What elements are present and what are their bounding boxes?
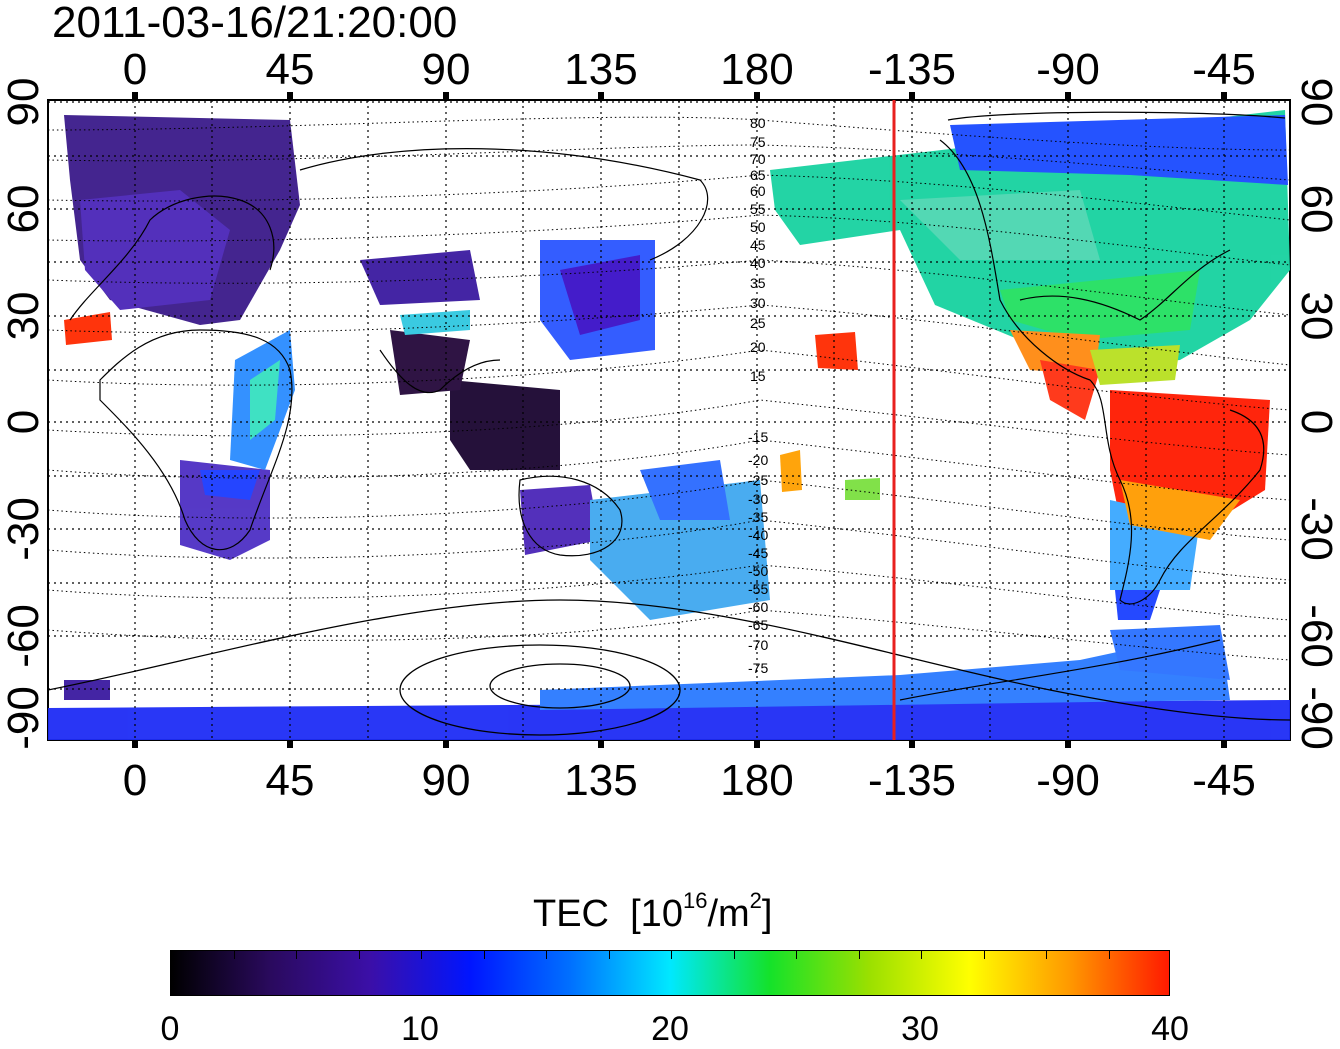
contour-label: 75 — [750, 134, 766, 150]
contour-label: 80 — [750, 115, 766, 131]
y-tick-right-2: 30 — [1292, 292, 1340, 341]
north-contour-labels: 80 75 70 65 60 55 50 45 40 35 30 25 20 1… — [750, 115, 766, 384]
colorbar-tick-0: 0 — [160, 1010, 180, 1048]
y-tick-left-1: 60 — [0, 185, 48, 234]
colorbar-tick-2: 20 — [651, 1010, 689, 1048]
colorbar-minor-tick — [983, 951, 985, 959]
contour-label: -40 — [748, 527, 768, 543]
colorbar-unit-exponent: 16 — [682, 888, 708, 913]
frame-ticks — [132, 92, 1227, 748]
x-axis-top-labels: 0 45 90 135 180 -135 -90 -45 — [123, 45, 1256, 94]
contour-label: 45 — [750, 237, 766, 253]
contour-label: 50 — [750, 219, 766, 235]
x-tick-top-4: 180 — [720, 45, 793, 94]
coastlines — [69, 139, 1265, 701]
y-tick-left-0: 90 — [0, 78, 48, 127]
colorbar-minor-tick — [796, 951, 797, 959]
map-timestamp-title: 2011-03-16/21:20:00 — [52, 0, 458, 47]
contour-label: -45 — [748, 545, 768, 561]
colorbar-minor-tick — [233, 951, 235, 959]
contour-label: 65 — [750, 167, 766, 183]
colorbar-title: TEC [1016/m2] — [533, 888, 772, 936]
x-tick-top-5: -135 — [868, 45, 956, 94]
colorbar-minor-tick — [296, 951, 297, 959]
x-tick-top-0: 0 — [123, 45, 147, 94]
contour-label: 25 — [750, 315, 766, 331]
x-tick-bottom-1: 45 — [266, 756, 315, 805]
contour-label: 60 — [750, 183, 766, 199]
graticule — [48, 100, 1290, 740]
colorbar-minor-tick — [608, 951, 610, 959]
contour-label: -25 — [748, 472, 768, 488]
x-tick-bottom-4: 180 — [720, 756, 793, 805]
contour-label: 30 — [750, 295, 766, 311]
y-tick-left-4: -30 — [0, 497, 48, 561]
contour-label: -55 — [748, 581, 768, 597]
colorbar-minor-tick — [921, 951, 922, 959]
x-tick-bottom-5: -135 — [868, 756, 956, 805]
contour-label: -65 — [748, 617, 768, 633]
y-tick-right-4: -30 — [1292, 497, 1340, 561]
colorbar-minor-tick — [421, 951, 422, 959]
y-tick-left-6: -90 — [0, 686, 48, 750]
x-tick-bottom-6: -90 — [1036, 756, 1100, 805]
x-tick-top-2: 90 — [422, 45, 471, 94]
colorbar-unit-mid: /m — [707, 893, 750, 935]
colorbar-minor-tick — [1046, 951, 1047, 959]
colorbar-unit-exponent2: 2 — [749, 888, 762, 913]
y-axis-right-labels: 90 60 30 0 -30 -60 -90 — [1292, 78, 1340, 750]
x-tick-bottom-7: -45 — [1192, 756, 1256, 805]
colorbar-tick-1: 10 — [401, 1010, 439, 1048]
contour-label: 15 — [750, 368, 766, 384]
contour-label: 35 — [750, 275, 766, 291]
y-tick-right-6: -90 — [1292, 686, 1340, 750]
colorbar-unit-base: [10 — [630, 893, 683, 935]
colorbar-label: TEC — [533, 893, 609, 935]
colorbar-tick-3: 30 — [901, 1010, 939, 1048]
tec-data-layer — [48, 110, 1290, 740]
y-tick-right-1: 60 — [1292, 185, 1340, 234]
contour-label: -70 — [748, 637, 768, 653]
y-axis-left-labels: 90 60 30 0 -30 -60 -90 — [0, 78, 48, 750]
colorbar — [170, 950, 1170, 996]
x-tick-top-7: -45 — [1192, 45, 1256, 94]
colorbar-minor-tick — [858, 951, 860, 959]
colorbar-tick-4: 40 — [1151, 1010, 1189, 1048]
x-tick-bottom-3: 135 — [564, 756, 637, 805]
x-tick-top-3: 135 — [564, 45, 637, 94]
x-tick-top-1: 45 — [266, 45, 315, 94]
contour-label: -75 — [748, 660, 768, 676]
colorbar-minor-tick — [546, 951, 547, 959]
x-axis-bottom-labels: 0 45 90 135 180 -135 -90 -45 — [123, 756, 1256, 805]
x-tick-bottom-0: 0 — [123, 756, 147, 805]
colorbar-minor-tick — [483, 951, 485, 959]
south-pole-contours — [48, 111, 1290, 736]
contour-label: -15 — [748, 429, 768, 445]
contour-label: -50 — [748, 563, 768, 579]
contour-label: -20 — [748, 452, 768, 468]
colorbar-minor-tick — [1108, 951, 1110, 959]
x-tick-top-6: -90 — [1036, 45, 1100, 94]
contour-label: -60 — [748, 599, 768, 615]
contour-label: -30 — [748, 491, 768, 507]
y-tick-right-5: -60 — [1292, 604, 1340, 668]
colorbar-minor-tick — [358, 951, 360, 959]
contour-label: 20 — [750, 339, 766, 355]
contour-label: -35 — [748, 509, 768, 525]
colorbar-minor-tick — [733, 951, 735, 959]
south-contour-labels: -15 -20 -25 -30 -35 -40 -45 -50 -55 -60 … — [748, 429, 768, 676]
contour-label: 70 — [750, 151, 766, 167]
y-tick-right-0: 90 — [1292, 78, 1340, 127]
y-tick-right-3: 0 — [1292, 410, 1340, 434]
colorbar-minor-tick — [671, 951, 672, 959]
colorbar-unit-end: ] — [761, 893, 773, 935]
x-tick-bottom-2: 90 — [422, 756, 471, 805]
y-tick-left-3: 0 — [0, 410, 48, 434]
y-tick-left-5: -60 — [0, 604, 48, 668]
contour-label: 55 — [750, 201, 766, 217]
contour-label: 40 — [750, 255, 766, 271]
y-tick-left-2: 30 — [0, 292, 48, 341]
